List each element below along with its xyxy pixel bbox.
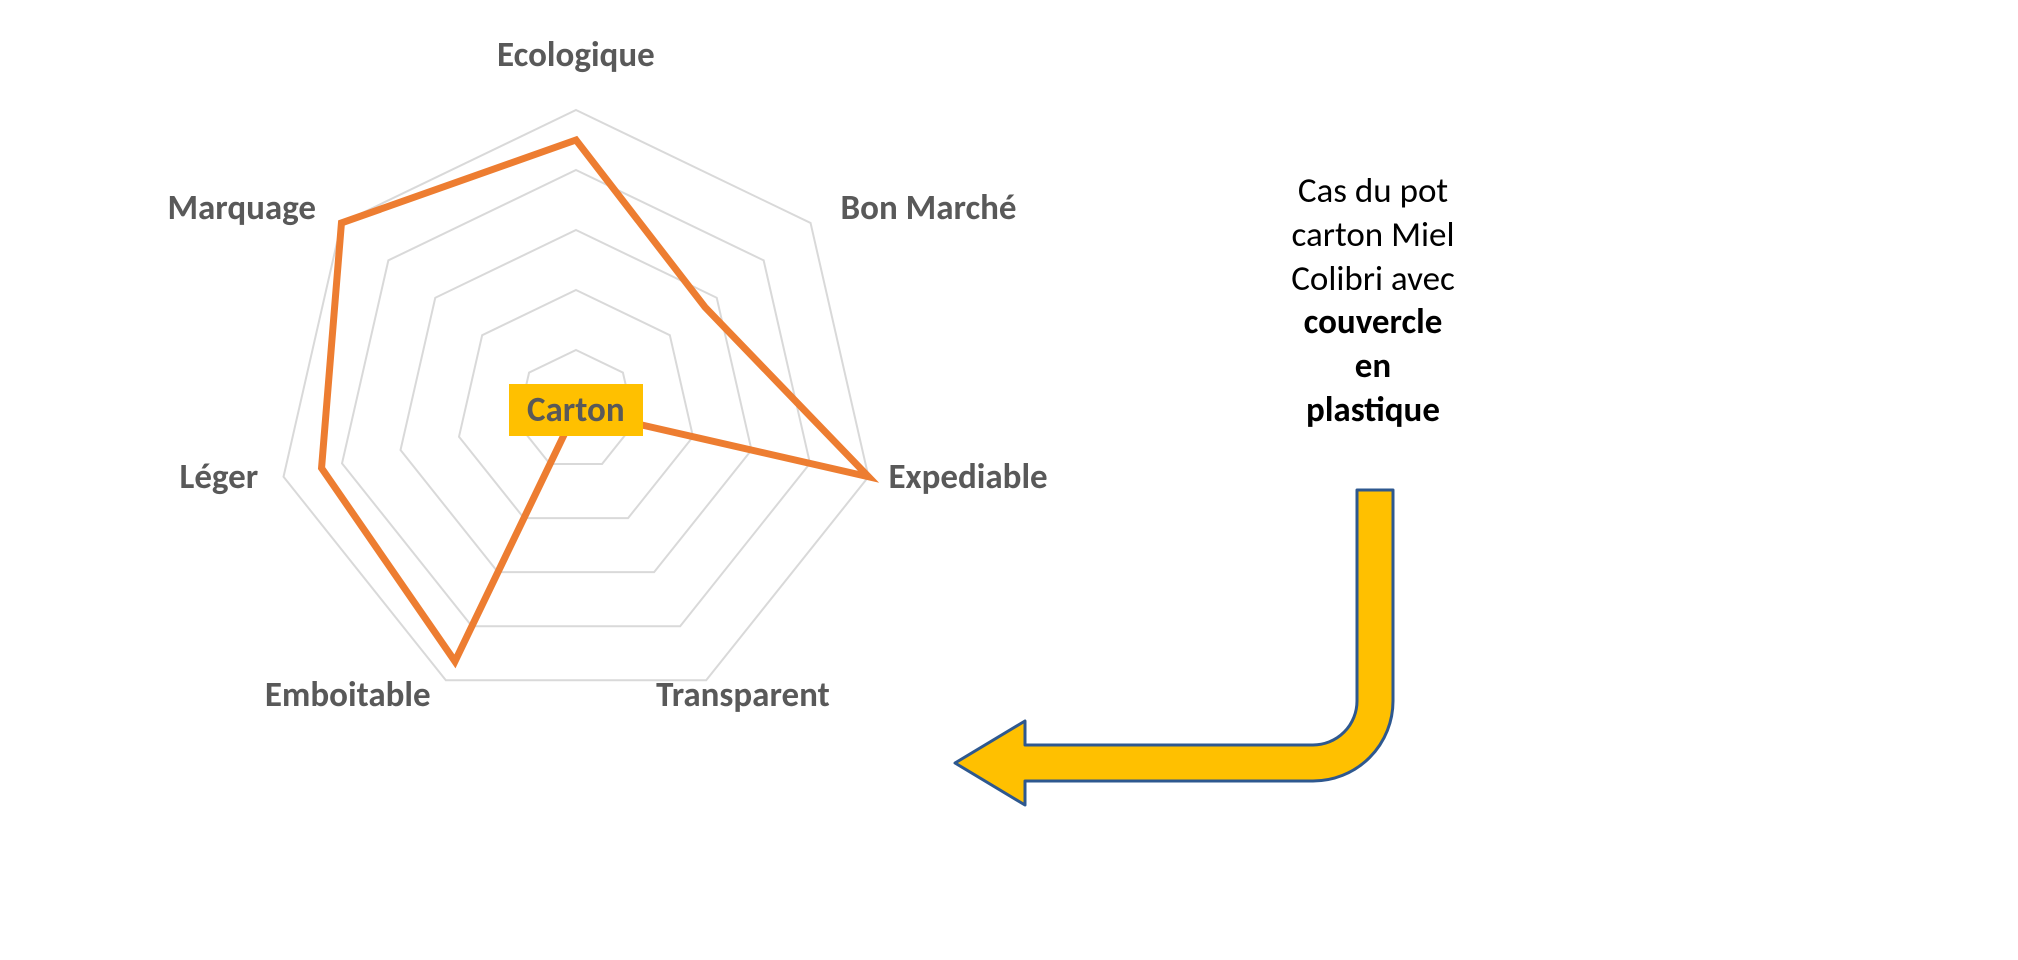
sidenote-line-bold: plastique [1243,389,1503,433]
axis-label-ecologique: Ecologique [497,34,655,76]
sidenote-line: carton Miel [1243,214,1503,258]
axis-label-expediable: Expediable [888,456,1047,498]
sidenote-line: Cas du pot [1243,170,1503,214]
sidenote-line: Colibri avec [1243,258,1503,302]
axis-label-transparent: Transparent [656,674,830,716]
axis-label-marquage: Marquage [167,187,316,229]
center-label-text: Carton [527,389,625,431]
axis-label-léger: Léger [180,456,259,498]
axis-label-bon-marché: Bon Marché [841,187,1017,229]
sidenote-line-bold: couvercle [1243,301,1503,345]
axis-label-emboitable: Emboitable [265,674,431,716]
sidenote-line-bold: en [1243,345,1503,389]
sidenote: Cas du potcarton MielColibri aveccouverc… [1243,170,1503,433]
center-label: Carton [509,384,643,436]
